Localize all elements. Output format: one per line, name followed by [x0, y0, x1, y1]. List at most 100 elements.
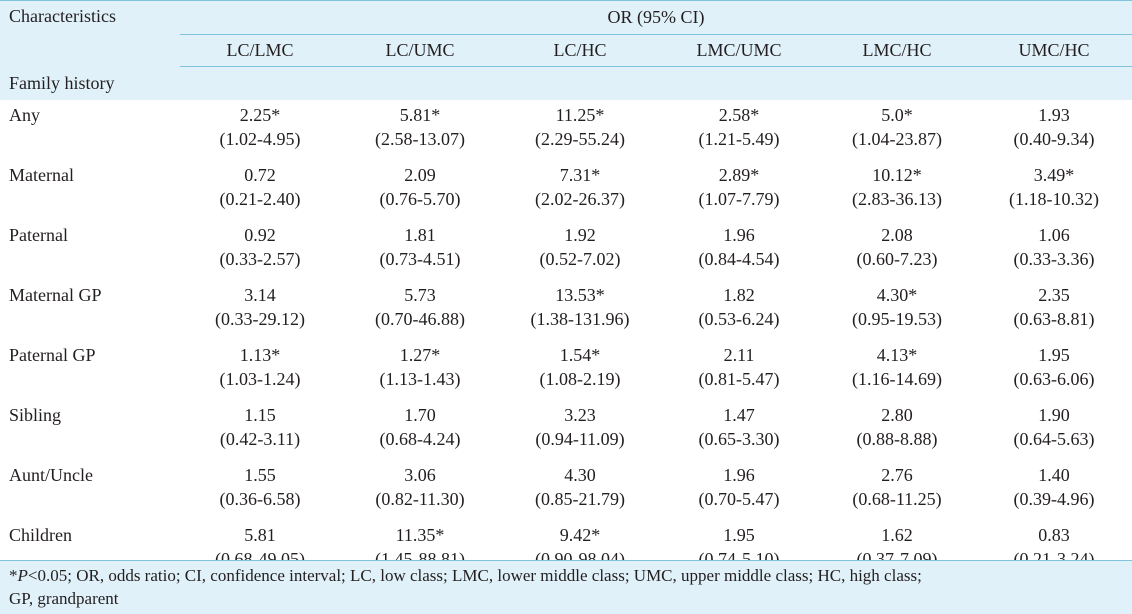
confidence-interval-value: (0.82-11.30) — [375, 489, 465, 509]
row-label: Paternal — [9, 225, 68, 245]
odds-ratio-value: 11.35* — [395, 525, 445, 545]
confidence-interval-value: (0.94-11.09) — [535, 429, 625, 449]
table-cell: 1.96 (0.70-5.47) — [660, 460, 818, 520]
characteristics-header: Characteristics — [0, 0, 180, 67]
confidence-interval-value: (0.70-5.47) — [698, 489, 780, 509]
confidence-interval-value: (0.68-4.24) — [379, 429, 461, 449]
odds-ratio-value: 2.09 — [404, 165, 436, 185]
odds-ratio-value: 1.81 — [404, 225, 436, 245]
row-label: Maternal GP — [9, 285, 102, 305]
odds-ratio-value: 1.47 — [723, 405, 755, 425]
odds-ratio-value: 10.12* — [872, 165, 922, 185]
confidence-interval-value: (1.18-10.32) — [1009, 189, 1100, 209]
table-row: Paternal GP 1.13* (1.03-1.24) 1.27* (1.13-1.… — [0, 340, 1132, 400]
table-row: Sibling 1.15 (0.42-3.11) 1.70 (0.68-4.24) 3.2… — [0, 400, 1132, 460]
confidence-interval-value: (1.04-23.87) — [852, 129, 942, 149]
table-cell: 2.25* (1.02-4.95) — [180, 100, 340, 160]
odds-ratio-value: 1.95 — [1038, 345, 1070, 365]
confidence-interval-value: (0.76-5.70) — [379, 189, 461, 209]
table-cell: 2.09 (0.76-5.70) — [340, 160, 500, 220]
confidence-interval-value: (0.65-3.30) — [698, 429, 780, 449]
table-cell: 1.95 (0.63-6.06) — [976, 340, 1132, 400]
confidence-interval-value: (0.88-8.88) — [856, 429, 938, 449]
odds-ratio-value: 1.13* — [239, 345, 281, 365]
footnote-line2: GP, grandparent — [9, 589, 119, 608]
confidence-interval-value: (0.42-3.11) — [219, 429, 301, 449]
confidence-interval-value: (0.68-11.25) — [852, 489, 942, 509]
table-row: Paternal 0.92 (0.33-2.57) 1.81 (0.73-4.51) 1.… — [0, 220, 1132, 280]
confidence-interval-value: (1.38-131.96) — [530, 309, 630, 329]
table-cell: 5.73 (0.70-46.88) — [340, 280, 500, 340]
table-cell: 11.25* (2.29-55.24) — [500, 100, 660, 160]
table-cell: 10.12* (2.83-36.13) — [818, 160, 976, 220]
confidence-interval-value: (2.83-36.13) — [852, 189, 942, 209]
table-cell: 2.80 (0.88-8.88) — [818, 400, 976, 460]
odds-ratio-value: 2.11 — [723, 345, 755, 365]
col-header: LC/LMC — [180, 34, 340, 67]
table-cell: 2.89* (1.07-7.79) — [660, 160, 818, 220]
section-row: Family history — [0, 66, 1132, 100]
table-cell: 2.76 (0.68-11.25) — [818, 460, 976, 520]
odds-ratio-value: 2.80 — [881, 405, 913, 425]
confidence-interval-value: (1.13-1.43) — [379, 369, 461, 389]
table-cell: 1.47 (0.65-3.30) — [660, 400, 818, 460]
table-cell: 1.81 (0.73-4.51) — [340, 220, 500, 280]
table-cell: 1.92 (0.52-7.02) — [500, 220, 660, 280]
confidence-interval-value: (1.03-1.24) — [219, 369, 301, 389]
confidence-interval-value: (1.07-7.79) — [698, 189, 780, 209]
odds-ratio-value: 5.81* — [399, 105, 441, 125]
odds-ratio-value: 4.30* — [876, 285, 918, 305]
confidence-interval-value: (0.95-19.53) — [852, 309, 942, 329]
footnote-star: * — [9, 566, 18, 585]
table-cell: 5.81* (2.58-13.07) — [340, 100, 500, 160]
odds-ratio-value: 1.27* — [399, 345, 441, 365]
table-cell: 5.0* (1.04-23.87) — [818, 100, 976, 160]
odds-ratio-value: 1.96 — [723, 465, 755, 485]
confidence-interval-value: (0.40-9.34) — [1013, 129, 1095, 149]
confidence-interval-value: (2.02-26.37) — [535, 189, 625, 209]
odds-ratio-value: 3.49* — [1033, 165, 1075, 185]
odds-ratio-value: 1.95 — [723, 525, 755, 545]
odds-ratio-value: 2.58* — [718, 105, 760, 125]
table-cell: 1.70 (0.68-4.24) — [340, 400, 500, 460]
row-label: Any — [9, 105, 40, 125]
header-row-2: LC/LMC LC/UMC LC/HC LMC/UMC LMC/HC UMC/H… — [0, 34, 1132, 67]
confidence-interval-value: (0.70-46.88) — [375, 309, 465, 329]
odds-ratio-value: 7.31* — [559, 165, 601, 185]
confidence-interval-value: (0.64-5.63) — [1013, 429, 1095, 449]
odds-ratio-value: 1.15 — [244, 405, 276, 425]
odds-ratio-value: 1.93 — [1038, 105, 1070, 125]
confidence-interval-value: (0.21-2.40) — [219, 189, 301, 209]
odds-ratio-value: 1.70 — [404, 405, 436, 425]
odds-ratio-value: 4.30 — [564, 465, 596, 485]
confidence-interval-value: (2.58-13.07) — [375, 129, 465, 149]
table-cell: 13.53* (1.38-131.96) — [500, 280, 660, 340]
row-label: Children — [9, 525, 72, 545]
table-cell: 1.06 (0.33-3.36) — [976, 220, 1132, 280]
confidence-interval-value: (2.29-55.24) — [535, 129, 625, 149]
odds-ratio-value: 1.62 — [881, 525, 913, 545]
confidence-interval-value: (1.02-4.95) — [219, 129, 301, 149]
odds-ratio-value: 1.54* — [559, 345, 601, 365]
table-body: Any 2.25* (1.02-4.95) 5.81* (2.58-13.07) 11.2… — [0, 100, 1132, 580]
table-cell: 1.90 (0.64-5.63) — [976, 400, 1132, 460]
col-header: LMC/UMC — [660, 34, 818, 67]
odds-ratio-value: 11.25* — [555, 105, 605, 125]
table-cell: 1.13* (1.03-1.24) — [180, 340, 340, 400]
table-row: Maternal GP 3.14 (0.33-29.12) 5.73 (0.70-46.… — [0, 280, 1132, 340]
odds-ratio-value: 0.83 — [1038, 525, 1070, 545]
odds-ratio-table: Characteristics OR (95% CI) LC/LMC LC/UM… — [0, 0, 1132, 580]
col-header: LMC/HC — [818, 34, 976, 67]
odds-ratio-value: 3.06 — [404, 465, 436, 485]
table-footnote: *P<0.05; OR, odds ratio; CI, confidence … — [0, 560, 1132, 614]
odds-ratio-value: 2.76 — [881, 465, 913, 485]
table-cell: 1.93 (0.40-9.34) — [976, 100, 1132, 160]
row-label: Paternal GP — [9, 345, 96, 365]
table-cell: 1.82 (0.53-6.24) — [660, 280, 818, 340]
confidence-interval-value: (0.33-29.12) — [215, 309, 305, 329]
confidence-interval-value: (0.36-6.58) — [219, 489, 301, 509]
table-cell: 2.08 (0.60-7.23) — [818, 220, 976, 280]
odds-ratio-value: 1.06 — [1038, 225, 1070, 245]
confidence-interval-value: (1.16-14.69) — [852, 369, 942, 389]
confidence-interval-value: (1.08-2.19) — [539, 369, 621, 389]
